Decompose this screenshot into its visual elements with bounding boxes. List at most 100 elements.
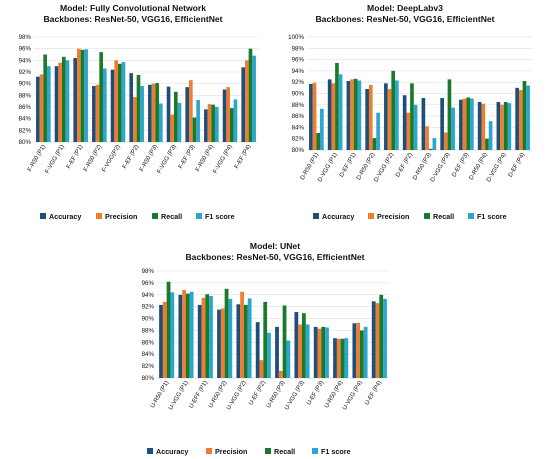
x-tick-label: F-EF (P2) <box>122 144 140 170</box>
bar-accuracy <box>185 87 190 142</box>
bar-f1 <box>286 340 291 378</box>
y-tick-label: 88% <box>19 92 32 99</box>
y-tick-label: 86% <box>142 339 155 346</box>
x-tick-label: D-VGG (P4) <box>486 152 508 183</box>
bar-accuracy <box>313 326 318 378</box>
x-tick-label: D-EF (P4) <box>508 152 527 178</box>
bar-precision <box>95 84 100 142</box>
bar-accuracy <box>241 67 246 142</box>
y-tick-label: 92% <box>19 69 32 76</box>
y-tick-label: 86% <box>292 113 305 120</box>
bar-f1 <box>267 332 271 378</box>
bar-accuracy <box>92 86 96 142</box>
bar-recall <box>360 330 364 378</box>
x-tick-label: F-R50 (P4) <box>195 144 215 173</box>
legend-label-precision: Precision <box>377 212 409 221</box>
bar-f1 <box>507 103 512 150</box>
unet-chart-title: Model: UNet <box>250 241 300 251</box>
bar-precision <box>443 132 448 150</box>
bar-accuracy <box>327 79 332 150</box>
bar-accuracy <box>496 101 501 150</box>
bar-accuracy <box>148 84 152 142</box>
bar-precision <box>240 291 244 378</box>
bar-recall <box>447 79 452 150</box>
bar-f1 <box>65 60 70 143</box>
bar-accuracy <box>204 109 208 142</box>
bar-f1 <box>84 49 88 142</box>
bar-precision <box>151 83 156 142</box>
legend-swatch-accuracy <box>40 213 46 219</box>
legend-swatch-f1 <box>468 213 474 219</box>
bar-recall <box>335 62 339 150</box>
bar-f1 <box>177 102 182 142</box>
bar-accuracy <box>477 101 482 150</box>
bar-f1 <box>247 298 252 378</box>
bar-recall <box>321 326 326 378</box>
legend-swatch-precision <box>368 213 374 219</box>
bar-f1 <box>102 68 107 142</box>
bar-recall <box>340 338 345 378</box>
bar-f1 <box>344 338 349 378</box>
legend-swatch-recall <box>424 213 430 219</box>
y-tick-label: 96% <box>292 57 305 64</box>
bar-f1 <box>228 298 233 378</box>
x-tick-label: F-VGG(P2) <box>101 144 121 173</box>
bar-f1 <box>46 66 51 142</box>
bar-f1 <box>432 138 437 150</box>
x-tick-label: U-R50 (P4) <box>324 380 344 409</box>
bar-f1 <box>376 112 380 150</box>
x-tick-label: D-R50 (P4) <box>468 152 488 181</box>
bar-f1 <box>451 107 455 150</box>
deeplab-chart-subtitle: Backbones: ResNet-50, VGG16, EfficientNe… <box>315 14 494 24</box>
bar-f1 <box>363 326 368 378</box>
legend-label-accuracy: Accuracy <box>49 212 81 221</box>
y-tick-label: 98% <box>292 45 305 52</box>
y-tick-label: 88% <box>142 327 155 334</box>
x-tick-label: U-R50 (P3) <box>266 380 286 409</box>
x-tick-label: F-R50 (P1) <box>27 144 47 173</box>
bar-accuracy <box>371 301 376 378</box>
bar-recall <box>174 91 178 142</box>
unet-legend: Accuracy Precision Recall F1 score <box>147 447 351 456</box>
bar-precision <box>425 126 429 150</box>
x-tick-label: D-VGG (P2) <box>374 152 396 183</box>
x-tick-label: U-EF (P2) <box>248 380 267 406</box>
bar-f1 <box>121 62 126 143</box>
x-tick-label: U-R50 (P1) <box>150 380 170 409</box>
fcn-chart-subtitle: Backbones: ResNet-50, VGG16, EfficientNe… <box>43 14 222 24</box>
bar-f1 <box>252 55 256 142</box>
bar-precision <box>331 83 336 150</box>
bar-accuracy <box>346 81 351 150</box>
bar-accuracy <box>440 98 444 150</box>
bar-precision <box>481 103 486 150</box>
x-tick-label: U-VGG (P1) <box>168 380 190 411</box>
y-tick-label: 80% <box>19 139 32 146</box>
bar-f1 <box>140 86 144 142</box>
bar-precision <box>114 60 118 143</box>
legend-label-f1: F1 score <box>205 212 235 221</box>
legend-label-accuracy: Accuracy <box>156 447 188 456</box>
bar-accuracy <box>129 73 134 142</box>
unet-chart: Model: UNet Backbones: ResNet-50, VGG16,… <box>142 241 389 456</box>
x-tick-label: D-R50 (P1) <box>300 152 320 181</box>
y-tick-label: 94% <box>292 68 305 75</box>
bar-accuracy <box>159 304 163 378</box>
x-tick-label: U-VGG (P2) <box>226 380 248 411</box>
legend-swatch-recall <box>265 448 271 454</box>
bar-precision <box>406 112 411 150</box>
y-tick-label: 90% <box>292 91 305 98</box>
y-tick-label: 98% <box>142 268 155 275</box>
y-tick-label: 96% <box>19 46 32 53</box>
bar-f1 <box>470 98 474 150</box>
x-tick-label: D-EF (P3) <box>451 152 470 178</box>
legend-swatch-recall <box>152 213 158 219</box>
bar-accuracy <box>402 95 407 150</box>
legend-label-precision: Precision <box>105 212 137 221</box>
legend-label-recall: Recall <box>433 212 454 221</box>
bar-accuracy <box>54 66 59 142</box>
x-tick-label: U-EF (P3) <box>306 380 325 406</box>
bar-accuracy <box>110 69 115 142</box>
x-tick-label: F-VGG (P3) <box>157 144 178 175</box>
bar-recall <box>166 281 171 378</box>
y-tick-label: 98% <box>19 34 32 41</box>
